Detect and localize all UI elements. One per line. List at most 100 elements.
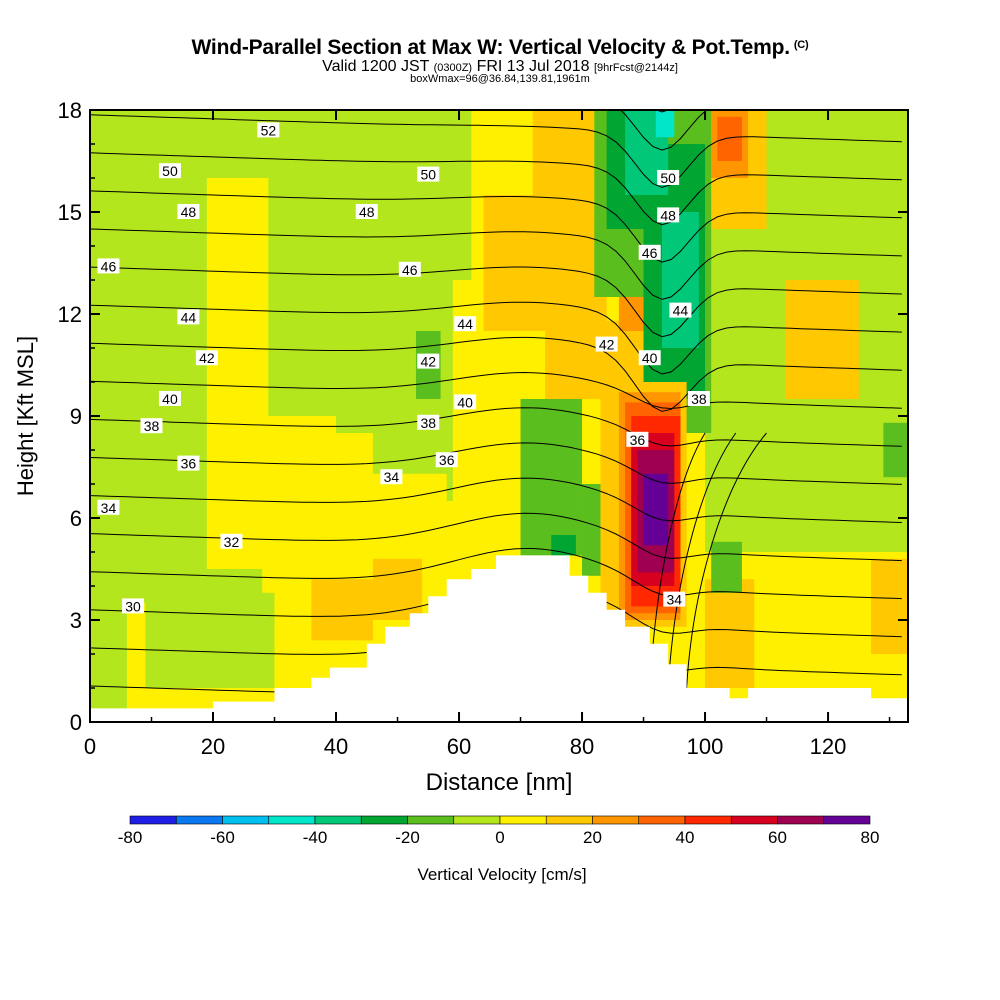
contour-label-bg (454, 316, 477, 332)
y-tick-label: 12 (58, 302, 82, 327)
contour-label-text: 30 (125, 598, 141, 614)
contour-label: 44 (669, 302, 692, 319)
valid-time: Valid 1200 JST (322, 58, 430, 75)
colorbar-swatch (129, 815, 177, 825)
colorbar-swatch (453, 815, 501, 825)
velocity-cell (643, 473, 669, 546)
isentrope-line (90, 442, 902, 485)
contour-label: 36 (435, 452, 458, 468)
x-tick-label: 40 (324, 734, 348, 759)
y-tick-label: 0 (70, 710, 82, 735)
isentrope-line (90, 190, 902, 263)
colorbar-tick-label: -80 (118, 828, 143, 847)
colorbar-swatch (268, 815, 316, 825)
colorbar-swatch (777, 815, 825, 825)
contour-label-bg (657, 207, 680, 223)
contour-label-text: 34 (384, 469, 400, 485)
contour-label-text: 40 (457, 394, 473, 410)
contour-label: 48 (657, 207, 680, 223)
isentrope-line (90, 548, 902, 600)
contour-label-text: 48 (181, 204, 197, 220)
velocity-cell (256, 110, 337, 416)
updraft-isentrope (667, 432, 737, 689)
velocity-cell (206, 178, 269, 569)
colorbar-swatch (823, 815, 871, 825)
contour-label-text: 46 (642, 245, 658, 261)
contour-label-bg (195, 350, 218, 366)
y-tick-label: 3 (70, 608, 82, 633)
contour-label: 34 (97, 499, 120, 516)
contour-label-text: 48 (660, 207, 676, 223)
contour-label-bg (417, 414, 440, 430)
contour-label: 50 (657, 170, 680, 186)
isentrope-line (90, 477, 902, 523)
velocity-cell (372, 558, 423, 620)
velocity-cell (311, 579, 373, 641)
colorbar-tick-label: -20 (395, 828, 420, 847)
contour-label-text: 34 (666, 592, 682, 608)
contour-label-text: 38 (691, 391, 707, 407)
contour-label: 48 (177, 204, 200, 220)
contour-label: 48 (355, 204, 378, 220)
velocity-cell (717, 116, 742, 161)
contour-label: 40 (158, 391, 181, 407)
contour-label-bg (657, 170, 680, 185)
contour-label-text: 50 (660, 170, 676, 186)
velocity-cell (551, 535, 576, 556)
y-tick-label: 15 (58, 200, 82, 225)
colorbar-swatch (407, 815, 455, 825)
contour-label: 46 (638, 245, 661, 261)
contour-label: 52 (257, 122, 280, 138)
contour-label: 46 (398, 261, 421, 278)
x-tick-label: 80 (570, 734, 594, 759)
contour-label-text: 40 (162, 391, 178, 407)
terrain (90, 555, 908, 722)
colorbar-swatch (499, 815, 547, 825)
x-tick-label: 120 (810, 734, 847, 759)
y-tick-label: 6 (70, 506, 82, 531)
contour-label: 46 (97, 258, 120, 274)
contour-label-bg (158, 391, 181, 406)
forecast-info: [9hrFcst@2144z] (593, 62, 678, 74)
colorbar-swatch (360, 815, 408, 825)
colorbar: -80 -60 -40 -20 0 20 40 60 80 Vertical Velocity [… (118, 815, 880, 884)
chart-title-tag: (C) (793, 39, 809, 51)
contour-label-bg (663, 591, 686, 607)
contour-label-text: 36 (181, 456, 197, 472)
contour-label-text: 48 (359, 204, 375, 220)
contour-label-bg (355, 204, 378, 219)
contour-label-bg (626, 431, 649, 447)
contour-label-bg (140, 418, 163, 434)
contour-label-bg (97, 258, 120, 274)
contour-label-text: 46 (402, 262, 418, 278)
velocity-cell (711, 541, 742, 593)
contour-label-text: 36 (630, 432, 646, 448)
velocity-cell (520, 399, 583, 556)
isentrope-line (90, 228, 902, 300)
velocity-cell (883, 422, 908, 478)
contour-label-bg (177, 204, 200, 219)
isentrope-line (655, 110, 670, 113)
contour-label-text: 50 (162, 163, 178, 179)
colorbar-tick-label: 20 (583, 828, 602, 847)
velocity-cell (661, 212, 699, 348)
contour-label-text: 50 (420, 167, 436, 183)
contour-label-text: 34 (101, 500, 117, 516)
y-tick-label: 9 (70, 404, 82, 429)
contour-label-bg (398, 261, 421, 277)
contour-label: 44 (177, 309, 200, 325)
contour-label-text: 42 (420, 354, 436, 370)
contour-label-bg (97, 499, 120, 515)
contour-label: 30 (122, 598, 145, 614)
isentrope-line (90, 152, 902, 226)
terrain-shape (90, 555, 908, 722)
colorbar-tick-label: 80 (861, 828, 880, 847)
valid-utc: (0300Z) (433, 62, 473, 74)
velocity-cell (145, 592, 275, 688)
colorbar-tick-label: 40 (676, 828, 695, 847)
contour-label-text: 44 (457, 316, 473, 332)
contour-label: 32 (220, 533, 243, 550)
chart-title: Wind-Parallel Section at Max W: Vertical… (0, 36, 1000, 60)
isentrope-line (90, 336, 902, 412)
